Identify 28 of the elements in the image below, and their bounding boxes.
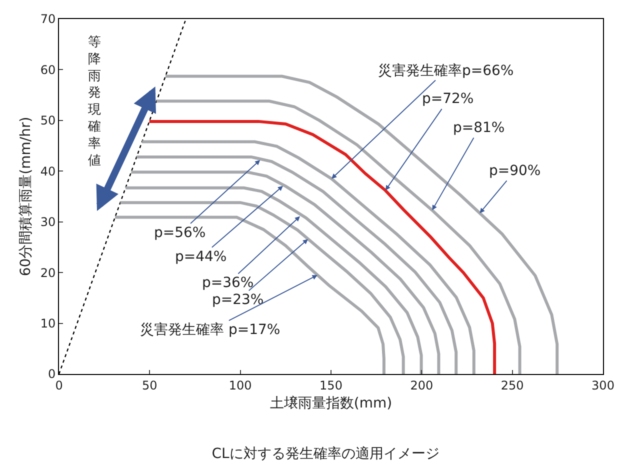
y-tick-label: 30 <box>40 215 56 230</box>
x-tick-label: 50 <box>142 378 158 392</box>
y-tick-label: 40 <box>40 164 56 178</box>
y-tick-label: 70 <box>40 12 56 26</box>
x-tick-label: 100 <box>228 378 252 392</box>
x-tick-label: 250 <box>500 378 524 392</box>
x-tick-label: 150 <box>320 378 342 392</box>
annotation: 等降雨発現確率値 <box>87 35 101 168</box>
y-axis-title: 60分間積算雨量(mm/hr) <box>18 116 34 276</box>
y-tick-label: 20 <box>40 266 56 280</box>
annotation: p=81% <box>453 120 505 136</box>
annotation: p=23% <box>212 292 264 308</box>
y-tick-label: 10 <box>40 316 56 330</box>
annotation: 災害発生確率p=66% <box>378 63 514 79</box>
y-tick-label: 0 <box>48 367 56 382</box>
annotation: p=56% <box>154 225 206 241</box>
line-series <box>114 216 386 374</box>
text: CLに対する発生確率の適用イメージ <box>212 446 440 462</box>
annotation: p=72% <box>422 91 474 107</box>
x-axis-title: 土壌雨量指数(mm) <box>270 396 392 412</box>
annotation: p=90% <box>489 163 541 179</box>
y-tick-label: 50 <box>40 114 56 128</box>
annotation: 災害発生確率 p=17% <box>140 322 280 338</box>
x-tick-label: 200 <box>410 378 434 392</box>
y-tick-label: 60 <box>40 62 56 77</box>
annotation: p=44% <box>175 249 227 265</box>
annotation: p=36% <box>202 275 254 291</box>
x-tick-label: 300 <box>592 378 614 392</box>
